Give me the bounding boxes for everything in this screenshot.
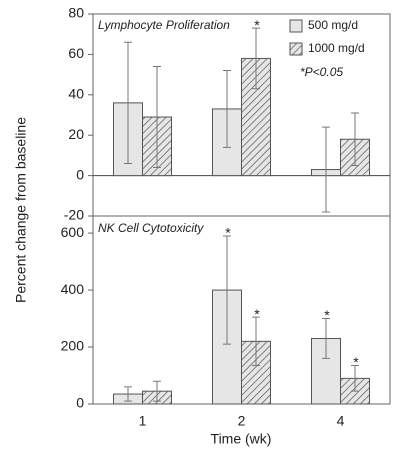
significance-marker: * xyxy=(254,306,260,322)
error-bar xyxy=(223,70,231,148)
y-tick-label: 40 xyxy=(68,86,84,102)
legend-label: 1000 mg/d xyxy=(308,41,365,55)
y-tick-label: 20 xyxy=(68,126,84,142)
significance-marker: * xyxy=(353,354,359,370)
error-bar xyxy=(223,235,231,345)
y-tick-label: -20 xyxy=(64,207,84,223)
y-tick-label: 80 xyxy=(68,5,84,21)
y-axis-label: Percent change from baseline xyxy=(13,117,29,303)
x-tick-label: 1 xyxy=(139,413,147,429)
error-bar xyxy=(322,126,330,213)
y-tick-label: 60 xyxy=(68,45,84,61)
error-bar xyxy=(124,386,132,402)
panel-title: NK Cell Cytotoxicity xyxy=(98,221,204,235)
panel-title: Lymphocyte Proliferation xyxy=(98,18,230,32)
error-bar xyxy=(252,316,260,367)
x-tick-label: 4 xyxy=(337,413,345,429)
error-bar xyxy=(124,41,132,164)
legend-swatch xyxy=(289,19,303,33)
error-bar xyxy=(252,27,260,90)
significance-marker: * xyxy=(324,307,330,323)
error-bar xyxy=(351,112,359,166)
x-tick-label: 2 xyxy=(238,413,246,429)
y-tick-label: 200 xyxy=(61,338,85,354)
error-bar xyxy=(322,318,330,359)
y-tick-label: 0 xyxy=(76,166,84,182)
significance-marker: * xyxy=(225,225,231,241)
annotation: *P<0.05 xyxy=(300,65,343,79)
significance-marker: * xyxy=(254,17,260,33)
x-axis-label: Time (wk) xyxy=(211,431,272,447)
error-bar xyxy=(351,365,359,392)
y-tick-label: 600 xyxy=(61,224,85,240)
error-bar xyxy=(153,66,161,169)
error-bar xyxy=(153,380,161,402)
y-tick-label: 400 xyxy=(61,281,85,297)
y-tick-label: 0 xyxy=(76,395,84,411)
legend-label: 500 mg/d xyxy=(308,18,358,32)
legend-swatch xyxy=(289,42,303,56)
